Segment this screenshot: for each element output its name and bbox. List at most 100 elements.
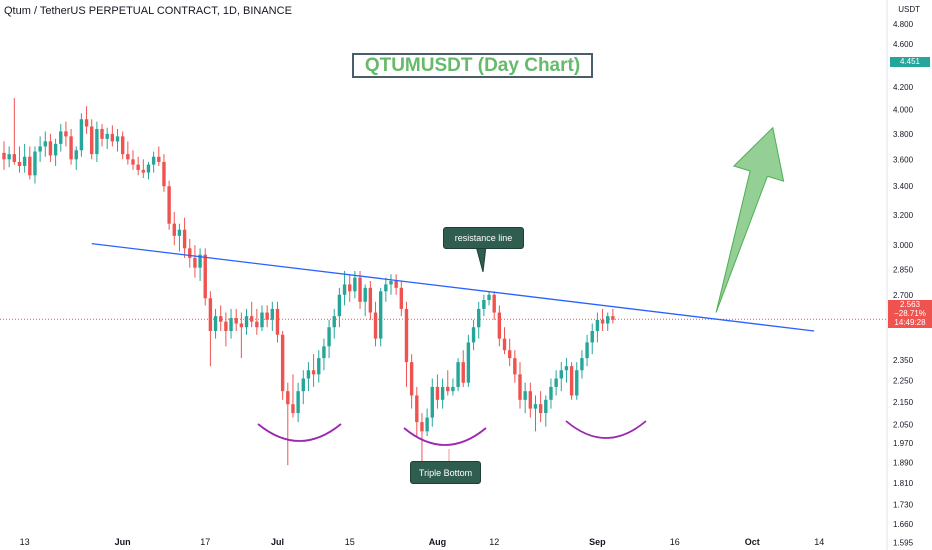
candle-body	[151, 156, 156, 165]
candle-body	[342, 284, 347, 295]
target-arrow	[715, 126, 785, 313]
candle-body	[590, 330, 594, 343]
candle-body	[53, 143, 58, 156]
candle-body	[22, 156, 27, 166]
candle-body	[425, 417, 429, 432]
candle-body	[482, 300, 486, 309]
candle-body	[203, 254, 207, 299]
candle-body	[322, 346, 326, 359]
candle-body	[446, 386, 450, 392]
candle-body	[363, 287, 367, 302]
price-tick-label: 4.600	[893, 40, 914, 49]
triple-bottom-arc	[565, 420, 647, 439]
time-tick-label: 12	[489, 537, 499, 547]
candle-body	[219, 316, 223, 322]
candle-body	[569, 366, 574, 396]
candle-body	[188, 248, 192, 258]
resistance-callout: resistance line	[443, 227, 524, 249]
candle-body	[585, 342, 589, 359]
candle-body	[317, 358, 321, 375]
candle-body	[7, 154, 11, 160]
price-tick-label: 2.850	[893, 265, 914, 274]
price-tick-label: 1.595	[893, 539, 914, 548]
triple-bottom-arc	[257, 423, 342, 442]
candle-body	[513, 358, 517, 375]
candle-body	[544, 399, 548, 414]
candle-body	[451, 386, 455, 392]
time-tick-label: 16	[670, 537, 680, 547]
candle-body	[126, 154, 130, 160]
candle-body	[461, 362, 465, 383]
candle-body	[239, 323, 244, 328]
candle-body	[378, 291, 383, 339]
candle-body	[234, 317, 238, 324]
candle-body	[172, 223, 176, 236]
candle-body	[348, 284, 352, 292]
candle-body	[255, 321, 259, 328]
candle-body	[265, 312, 269, 320]
candle-body	[244, 316, 249, 328]
candle-body	[115, 136, 120, 142]
candle-body	[389, 281, 393, 285]
candle-body	[554, 378, 558, 387]
candle-body	[157, 156, 161, 162]
candle-body	[549, 386, 553, 400]
price-tick-label: 2.350	[893, 356, 914, 365]
candle-body	[12, 154, 17, 162]
price-tick-label: 2.150	[893, 398, 914, 407]
candle-body	[477, 308, 481, 328]
time-tick-label: 15	[345, 537, 355, 547]
candle-body	[502, 338, 507, 351]
candle-body	[90, 126, 94, 155]
triple-bottom-callout: Triple Bottom	[410, 461, 481, 484]
candle-body	[275, 308, 280, 335]
candle-body	[559, 370, 563, 379]
candle-body	[131, 159, 135, 165]
candle-body	[332, 316, 336, 328]
current-change: −28.71%	[894, 309, 926, 318]
current-price-badge: 2.563 −28.71% 14:49:28	[888, 300, 932, 328]
price-tick-label: 3.000	[893, 241, 914, 250]
candle-body	[471, 327, 476, 343]
reference-price-badge: 4.451	[890, 57, 930, 67]
candle-body	[580, 358, 584, 371]
candle-body	[59, 131, 63, 144]
candle-body	[394, 281, 398, 288]
candle-body	[280, 334, 285, 392]
time-tick-label: 14	[814, 537, 824, 547]
candle-body	[28, 156, 32, 176]
candle-body	[306, 370, 311, 379]
candle-body	[409, 362, 414, 396]
candle-body	[33, 151, 37, 176]
candle-body	[198, 254, 202, 268]
candle-body	[286, 391, 290, 405]
candle-body	[43, 141, 47, 147]
price-tick-label: 2.250	[893, 377, 914, 386]
symbol-title: Qtum / TetherUS PERPETUAL CONTRACT, 1D, …	[4, 5, 292, 17]
candle-body	[100, 128, 104, 139]
candle-body	[595, 319, 600, 331]
candle-body	[353, 277, 357, 292]
candle-body	[84, 119, 89, 127]
candle-body	[193, 257, 197, 268]
candle-body	[404, 308, 409, 363]
chart-title: QTUMUSDT (Day Chart)	[352, 53, 593, 78]
candle-body	[162, 161, 166, 187]
candle-body	[487, 294, 491, 301]
candle-body	[327, 327, 331, 347]
candle-body	[260, 312, 264, 328]
candle-body	[141, 169, 146, 173]
candle-body	[466, 342, 471, 383]
candle-body	[291, 404, 295, 414]
time-tick-label: Sep	[589, 537, 606, 547]
candle-body	[528, 391, 533, 409]
candle-body	[358, 277, 362, 302]
candle-body	[177, 229, 182, 236]
candle-body	[120, 136, 125, 155]
resistance-callout-pointer	[475, 245, 487, 273]
candle-body	[611, 316, 615, 320]
candle-body	[415, 395, 419, 423]
candle-body	[368, 287, 373, 313]
